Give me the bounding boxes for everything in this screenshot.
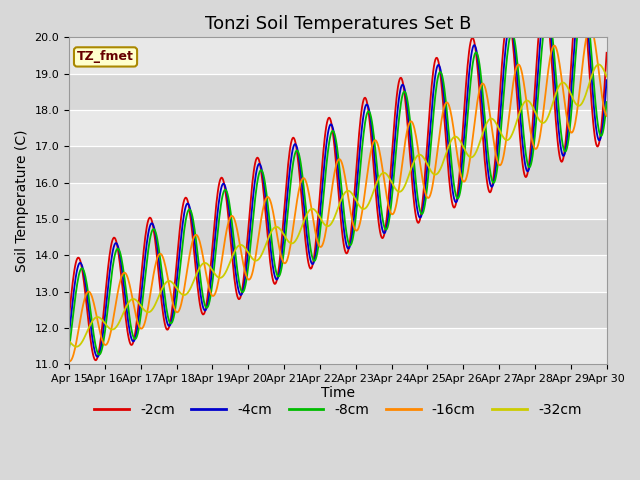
Bar xyxy=(69,183,607,219)
Title: Tonzi Soil Temperatures Set B: Tonzi Soil Temperatures Set B xyxy=(205,15,471,33)
Bar xyxy=(69,37,607,73)
Text: TZ_fmet: TZ_fmet xyxy=(77,50,134,63)
Bar xyxy=(69,255,607,292)
Legend: -2cm, -4cm, -8cm, -16cm, -32cm: -2cm, -4cm, -8cm, -16cm, -32cm xyxy=(88,398,587,423)
Bar xyxy=(69,110,607,146)
Bar xyxy=(69,328,607,364)
Y-axis label: Soil Temperature (C): Soil Temperature (C) xyxy=(15,130,29,272)
X-axis label: Time: Time xyxy=(321,385,355,399)
